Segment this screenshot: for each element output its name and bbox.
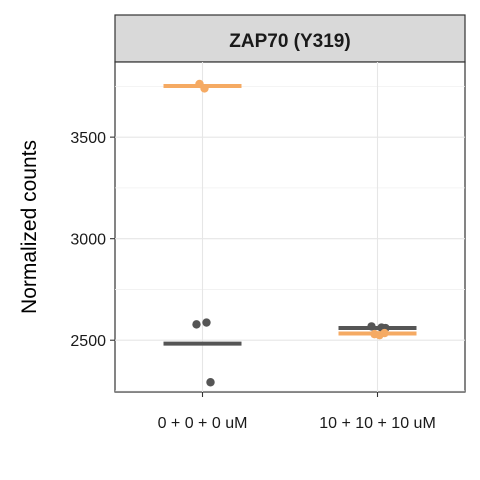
y-tick-label: 3500	[70, 130, 106, 147]
y-tick-label: 3000	[70, 232, 106, 249]
data-point	[192, 320, 201, 329]
data-point	[206, 378, 215, 387]
x-axis: 0 + 0 + 0 uM 10 + 10 + 10 uM	[158, 392, 436, 432]
chart-title: ZAP70 (Y319)	[229, 31, 350, 52]
data-point	[380, 328, 389, 338]
x-tick-label: 0 + 0 + 0 uM	[158, 415, 248, 432]
data-point	[202, 318, 211, 327]
data-point	[200, 84, 209, 93]
y-tick-label: 2500	[70, 333, 106, 350]
facet-strip	[114, 14, 466, 63]
data-point	[367, 322, 376, 331]
plot-panel	[114, 61, 466, 393]
y-axis-title: Normalized counts	[18, 140, 41, 314]
x-tick-label: 10 + 10 + 10 uM	[319, 415, 436, 432]
y-axis: 2500 3000 3500	[70, 130, 115, 350]
data-marks	[163, 79, 417, 387]
